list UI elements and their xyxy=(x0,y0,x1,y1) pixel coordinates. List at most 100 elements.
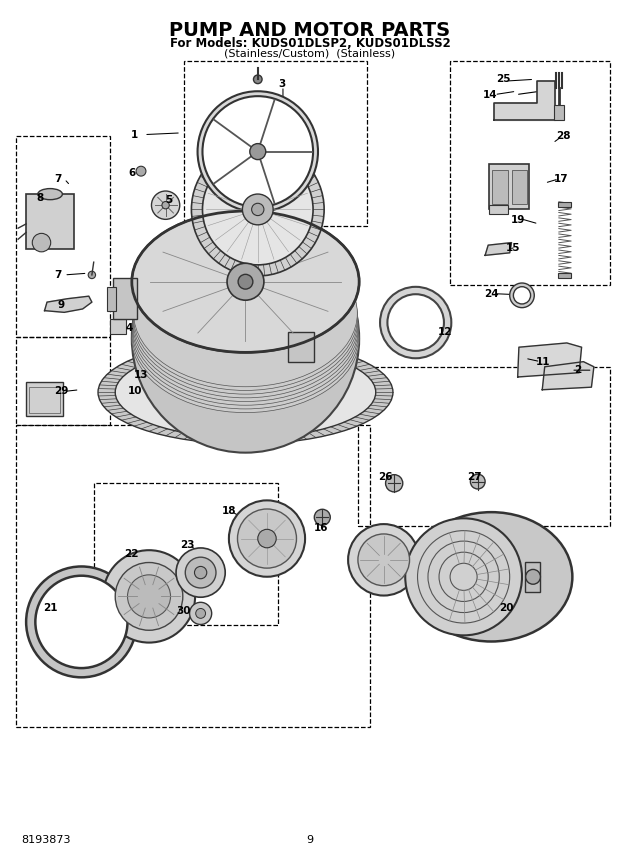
Text: 10: 10 xyxy=(128,386,142,396)
Polygon shape xyxy=(45,296,92,312)
Polygon shape xyxy=(518,343,582,377)
Text: 25: 25 xyxy=(496,74,511,85)
Bar xyxy=(16,337,110,425)
Polygon shape xyxy=(485,242,512,255)
Ellipse shape xyxy=(237,509,296,568)
Ellipse shape xyxy=(190,603,211,625)
Bar xyxy=(94,484,278,625)
Ellipse shape xyxy=(176,548,225,597)
Bar xyxy=(113,278,137,319)
Bar xyxy=(288,332,314,362)
Polygon shape xyxy=(542,362,594,389)
Text: 20: 20 xyxy=(499,603,514,613)
Ellipse shape xyxy=(103,550,195,643)
Ellipse shape xyxy=(133,254,358,401)
Text: 19: 19 xyxy=(510,215,525,224)
Ellipse shape xyxy=(358,534,410,586)
Bar xyxy=(557,202,571,207)
Ellipse shape xyxy=(132,261,359,409)
Ellipse shape xyxy=(132,211,359,353)
Bar xyxy=(110,319,126,335)
Bar xyxy=(492,170,508,205)
Ellipse shape xyxy=(258,529,276,548)
Text: 27: 27 xyxy=(467,473,482,482)
Ellipse shape xyxy=(115,562,183,630)
Text: 6: 6 xyxy=(128,168,135,178)
Text: 30: 30 xyxy=(177,606,192,615)
Ellipse shape xyxy=(198,92,318,212)
Ellipse shape xyxy=(252,203,264,216)
Text: 9: 9 xyxy=(306,835,314,845)
Ellipse shape xyxy=(526,569,541,584)
Bar xyxy=(554,104,564,120)
Text: 13: 13 xyxy=(134,371,148,380)
Ellipse shape xyxy=(386,475,403,492)
Text: 23: 23 xyxy=(180,540,194,550)
Ellipse shape xyxy=(98,341,393,444)
Ellipse shape xyxy=(410,512,572,641)
Text: 9: 9 xyxy=(58,300,64,310)
Text: 8: 8 xyxy=(36,193,43,204)
Text: 29: 29 xyxy=(54,386,68,396)
Ellipse shape xyxy=(203,96,313,207)
Text: 28: 28 xyxy=(556,131,570,141)
Ellipse shape xyxy=(132,225,359,453)
Ellipse shape xyxy=(227,264,264,300)
Ellipse shape xyxy=(513,287,531,304)
Ellipse shape xyxy=(162,201,169,209)
Text: 7: 7 xyxy=(55,174,62,184)
Ellipse shape xyxy=(133,251,358,398)
Ellipse shape xyxy=(388,294,444,351)
Ellipse shape xyxy=(229,501,305,577)
Text: 3: 3 xyxy=(279,79,286,88)
Text: 12: 12 xyxy=(438,327,453,337)
Ellipse shape xyxy=(151,191,180,219)
Text: 17: 17 xyxy=(554,174,568,184)
Ellipse shape xyxy=(196,609,206,618)
Ellipse shape xyxy=(510,283,534,307)
Text: 14: 14 xyxy=(483,90,497,99)
Ellipse shape xyxy=(32,234,51,252)
Ellipse shape xyxy=(136,166,146,176)
Text: 24: 24 xyxy=(484,288,498,299)
Ellipse shape xyxy=(35,576,128,668)
Ellipse shape xyxy=(132,258,358,405)
Bar xyxy=(358,366,610,526)
Text: (Stainless/Custom)  (Stainless): (Stainless/Custom) (Stainless) xyxy=(224,49,396,59)
Ellipse shape xyxy=(128,575,171,618)
Ellipse shape xyxy=(250,144,266,159)
Bar xyxy=(184,61,366,226)
Text: 15: 15 xyxy=(505,243,520,253)
Ellipse shape xyxy=(380,287,451,359)
Bar xyxy=(26,382,63,416)
Text: 2: 2 xyxy=(574,366,581,375)
Text: 18: 18 xyxy=(221,507,236,516)
Bar xyxy=(557,273,571,278)
Ellipse shape xyxy=(405,519,522,635)
Text: 21: 21 xyxy=(43,603,58,613)
Ellipse shape xyxy=(115,347,376,438)
Bar xyxy=(29,387,60,413)
Text: For Models: KUDS01DLSP2, KUDS01DLSS2: For Models: KUDS01DLSP2, KUDS01DLSS2 xyxy=(170,37,450,51)
Polygon shape xyxy=(494,81,554,120)
Text: 5: 5 xyxy=(165,195,172,205)
Ellipse shape xyxy=(471,474,485,489)
Ellipse shape xyxy=(133,243,358,390)
Ellipse shape xyxy=(314,509,330,526)
Bar xyxy=(26,194,74,249)
Text: 26: 26 xyxy=(378,473,392,482)
Ellipse shape xyxy=(195,567,207,579)
Ellipse shape xyxy=(238,274,253,289)
Ellipse shape xyxy=(38,188,63,199)
Ellipse shape xyxy=(185,557,216,588)
Text: 4: 4 xyxy=(125,323,133,333)
Bar xyxy=(16,425,370,728)
Bar xyxy=(512,170,527,205)
Text: eReplacementParts.com: eReplacementParts.com xyxy=(209,398,361,411)
Ellipse shape xyxy=(192,143,324,276)
Bar xyxy=(107,287,117,311)
Ellipse shape xyxy=(203,154,313,265)
Text: 16: 16 xyxy=(314,522,329,532)
Ellipse shape xyxy=(134,240,357,387)
Ellipse shape xyxy=(242,194,273,225)
